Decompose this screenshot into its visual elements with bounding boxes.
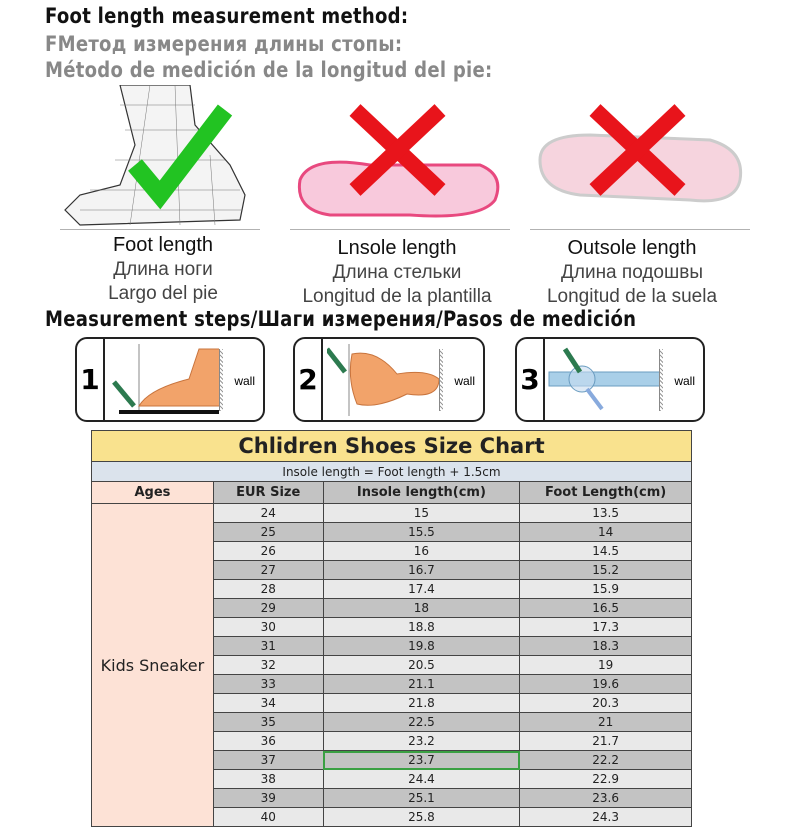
step-number: 1 [77,339,105,420]
table-row: Kids Sneaker 24 15 13.5 [91,503,692,827]
step-2: 2 wall [293,337,485,422]
insole-length-cell: 19.8 [322,636,521,656]
eur-size-cell: 37 [212,750,324,770]
cross-icon [589,104,686,196]
insole-length-cell: 24.4 [322,769,521,789]
eur-size-cell: 30 [212,617,324,637]
table-row: 37 23.7 22.2 [92,750,692,770]
insole-illustration [290,104,510,230]
foot-side-icon [112,344,219,414]
insole-length-cell: 20.5 [322,655,521,675]
wall-label: wall [234,374,255,388]
eur-size-cell: 33 [212,674,324,694]
step-number: 3 [517,339,545,420]
header-foot-length: Foot Length(cm) [519,481,692,504]
table-row: 34 21.8 20.3 [92,693,692,713]
check-icon [128,104,233,210]
ages-cell: Kids Sneaker [91,503,214,827]
header-ages: Ages [91,481,214,504]
eur-size-cell: 39 [212,788,324,808]
cross-icon [349,104,446,196]
table-row: 35 22.5 21 [92,712,692,732]
eur-size-cell: 36 [212,731,324,751]
eur-size-cell: 26 [212,541,324,561]
table-row: 30 18.8 17.3 [92,617,692,637]
header-insole-length: Insole length(cm) [322,481,521,504]
eur-size-cell: 27 [212,560,324,580]
foot-length-cell: 15.9 [519,579,692,599]
chart-title: Chlidren Shoes Size Chart [91,430,692,462]
insole-length-cell: 21.1 [322,674,521,694]
foot-length-cell: 18.3 [519,636,692,656]
insole-length-cell: 25.8 [322,807,521,827]
wall-label: wall [454,374,475,388]
insole-length-cell: 23.2 [322,731,521,751]
foot-length-cell: 20.3 [519,693,692,713]
foot-length-cell: 15.2 [519,560,692,580]
steps-heading: Measurement steps/Шаги измерения/Pasos d… [45,307,637,331]
foot-length-cell: 22.9 [519,769,692,789]
insole-length-cell: 17.4 [322,579,521,599]
eur-size-cell: 31 [212,636,324,656]
insole-length-cell: 18 [322,598,521,618]
heading-en: Foot length measurement method: [45,4,409,28]
heading-ru: FМетод измерения длины стопы: [45,32,403,56]
foot-length-cell: 21.7 [519,731,692,751]
table-row: 26 16 14.5 [92,541,692,561]
step-1: 1 wall [75,337,265,422]
chart-subtitle: Insole length = Foot length + 1.5cm [91,461,692,482]
insole-length-cell: 25.1 [322,788,521,808]
wall-label: wall [674,374,695,388]
foot-length-cell: 16.5 [519,598,692,618]
method-outsole-length: Outsole length Длина подошвы Longitud de l… [546,237,718,307]
eur-size-cell: 29 [212,598,324,618]
heading-es: Método de medición de la longitud del pi… [45,58,493,82]
insole-length-cell: 23.7 [322,750,521,770]
foot-illustration [60,85,260,230]
foot-length-cell: 23.6 [519,788,692,808]
foot-length-cell: 14.5 [519,541,692,561]
foot-length-cell: 24.3 [519,807,692,827]
foot-length-cell: 13.5 [519,503,692,523]
insole-length-cell: 18.8 [322,617,521,637]
insole-length-cell: 15.5 [322,522,521,542]
foot-top-icon [327,344,440,416]
insole-length-cell: 22.5 [322,712,521,732]
eur-size-cell: 25 [212,522,324,542]
eur-size-cell: 24 [212,503,324,523]
foot-length-cell: 22.2 [519,750,692,770]
foot-length-cell: 17.3 [519,617,692,637]
foot-length-cell: 14 [519,522,692,542]
method-insole-length: Lnsole length Длина стельки Longitud de la… [302,237,492,307]
table-row: 40 25.8 24.3 [92,807,692,827]
eur-size-cell: 40 [212,807,324,827]
eur-size-cell: 35 [212,712,324,732]
eur-size-cell: 32 [212,655,324,675]
table-row: 36 23.2 21.7 [92,731,692,751]
foot-length-cell: 19.6 [519,674,692,694]
outsole-illustration [530,104,750,230]
size-chart-table: Chlidren Shoes Size Chart Insole length … [91,430,692,827]
header-eur-size: EUR Size [212,481,324,504]
insole-length-cell: 16.7 [322,560,521,580]
eur-size-cell: 28 [212,579,324,599]
eur-size-cell: 34 [212,693,324,713]
insole-length-cell: 15 [322,503,521,523]
insole-length-cell: 16 [322,541,521,561]
table-row: 29 18 16.5 [92,598,692,618]
ruler-icon [548,347,662,411]
foot-length-cell: 19 [519,655,692,675]
step-3: 3 wall [515,337,705,422]
foot-length-cell: 21 [519,712,692,732]
step-number: 2 [295,339,323,420]
method-foot-length: Foot length Длина ноги Largo del pie [108,234,218,304]
table-row: 32 20.5 19 [92,655,692,675]
insole-length-cell: 21.8 [322,693,521,713]
eur-size-cell: 38 [212,769,324,789]
table-row: 38 24.4 22.9 [92,769,692,789]
